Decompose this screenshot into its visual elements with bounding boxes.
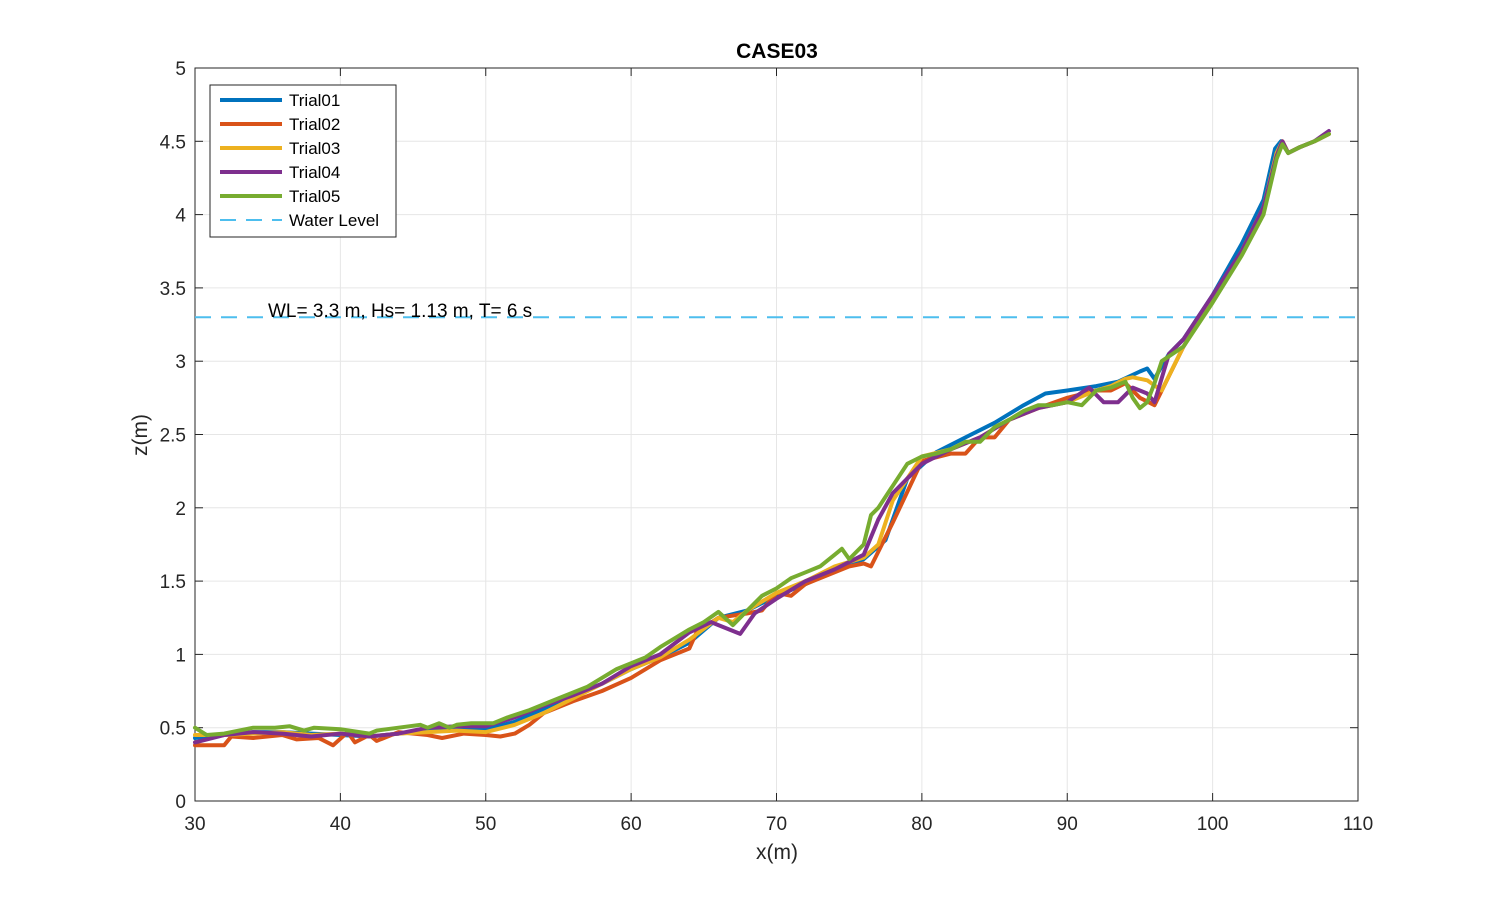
legend: Trial01 Trial02 Trial03 Trial04 Trial05 Water… (209, 84, 397, 238)
x-tick-label: 110 (1343, 814, 1373, 835)
x-tick-label: 50 (475, 814, 496, 835)
x-tick-label: 90 (1057, 814, 1078, 835)
y-axis-label: z(m) (129, 414, 152, 456)
legend-label: Trial04 (289, 163, 340, 182)
y-tick-label: 3 (175, 352, 186, 373)
y-tick-label: 0 (175, 792, 186, 813)
legend-box (209, 84, 397, 238)
x-tick-label: 70 (766, 814, 787, 835)
x-tick-label: 60 (621, 814, 642, 835)
x-tick-label: 80 (911, 814, 932, 835)
y-tick-label: 0.5 (160, 719, 186, 740)
legend-label: Trial01 (289, 91, 340, 110)
legend-label: Water Level (289, 211, 379, 230)
annotation-text: WL= 3.3 m, Hs= 1.13 m, T= 6 s (268, 301, 532, 322)
y-tick-label: 4 (175, 206, 186, 227)
y-tick-label: 4.5 (160, 132, 186, 153)
x-tick-label: 100 (1197, 814, 1229, 835)
y-tick-label: 2.5 (160, 426, 186, 447)
y-tick-label: 1 (175, 645, 186, 666)
axes: 30 40 50 60 70 80 90 100 110 0 0.5 1 1.5 2 2.5 3 3.5 4 4.5… (160, 59, 1374, 835)
y-tick-label: 1.5 (160, 572, 186, 593)
x-tick-label: 30 (184, 814, 205, 835)
series-line-trial04 (193, 129, 1331, 745)
chart-title: CASE03 (736, 40, 818, 63)
x-axis-label: x(m) (756, 841, 798, 864)
legend-label: Trial05 (289, 187, 340, 206)
legend-label: Trial02 (289, 115, 340, 134)
y-tick-label: 3.5 (160, 279, 186, 300)
legend-label: Trial03 (289, 139, 340, 158)
series-layer (193, 129, 1331, 748)
x-tick-label: 40 (330, 814, 351, 835)
y-tick-label: 5 (175, 59, 186, 80)
series-line-trial05 (193, 132, 1331, 737)
axes-box (194, 67, 1359, 802)
y-tick-label: 2 (175, 499, 186, 520)
